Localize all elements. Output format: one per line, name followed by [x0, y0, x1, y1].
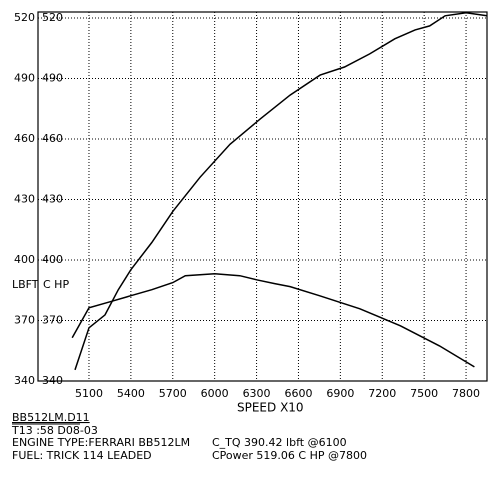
x-tick-label: 7200: [368, 387, 396, 400]
y-tick-label: 340: [14, 374, 35, 387]
x-tick-label: 7500: [410, 387, 438, 400]
y2-axis-label: C HP: [43, 278, 69, 291]
curve: [71, 272, 475, 368]
x-tick-label: 5400: [117, 387, 145, 400]
y-tick-label: 400: [14, 253, 35, 266]
y-tick-label: 370: [14, 314, 35, 327]
x-tick-label: 6900: [326, 387, 354, 400]
y2-tick-label: 340: [42, 374, 63, 387]
y2-tick-label: 520: [42, 11, 63, 24]
power-peak: CPower 519.06 C HP @7800: [212, 449, 367, 462]
fuel: FUEL: TRICK 114 LEADED: [12, 449, 152, 462]
x-tick-label: 5700: [159, 387, 187, 400]
x-axis-label: SPEED X10: [237, 401, 304, 415]
y-tick-label: 460: [14, 132, 35, 145]
curve: [74, 12, 488, 371]
plot-frame: [37, 11, 488, 382]
torque-peak: C_TQ 390.42 lbft @6100: [212, 436, 347, 449]
y2-tick-label: 400: [42, 253, 63, 266]
x-tick-label: 6300: [243, 387, 271, 400]
y-tick-label: 490: [14, 72, 35, 85]
x-tick-label: 6600: [284, 387, 312, 400]
y2-tick-label: 460: [42, 132, 63, 145]
y-axis-label: LBFT: [12, 278, 39, 291]
y-tick-label: 430: [14, 193, 35, 206]
y-tick-label: 520: [14, 11, 35, 24]
y2-tick-label: 430: [42, 193, 63, 206]
run-info: T13 :58 D08-03: [11, 424, 98, 437]
engine-type: ENGINE TYPE:FERRARI BB512LM: [12, 436, 190, 449]
x-tick-label: 7800: [452, 387, 480, 400]
y2-tick-label: 370: [42, 314, 63, 327]
y2-tick-label: 490: [42, 72, 63, 85]
file-name: BB512LM.D11: [12, 411, 90, 424]
x-tick-label: 5100: [75, 387, 103, 400]
x-tick-label: 6000: [201, 387, 229, 400]
